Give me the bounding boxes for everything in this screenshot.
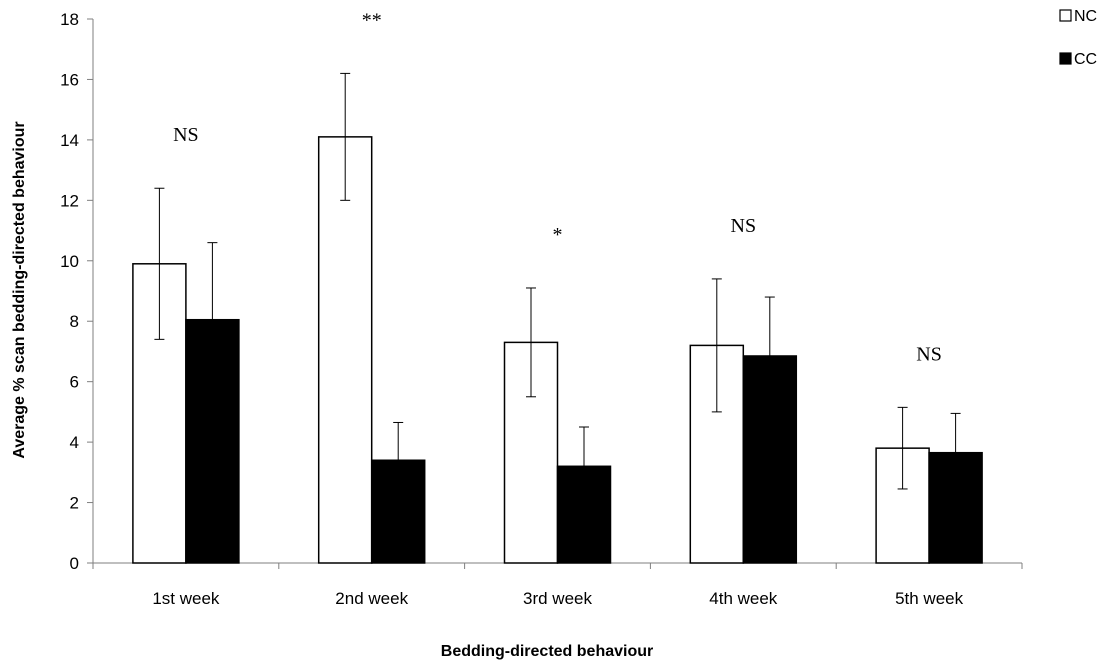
y-tick-label: 8 [70,312,79,331]
error-bars [154,72,961,507]
x-tick-label: 3rd week [523,589,592,608]
y-tick-label: 0 [70,554,79,573]
y-tick-label: 12 [60,191,79,210]
y-tick-label: 4 [70,433,79,452]
y-axis: 0 2 4 6 8 10 12 14 16 18 [60,10,94,573]
bars [132,136,983,564]
legend-label-nc: NC [1074,8,1097,25]
significance-label: NS [173,124,199,146]
x-tick-label: 5th week [895,589,964,608]
y-axis-title: Average % scan bedding-directed behaviou… [11,121,28,458]
legend-swatch-cc [1059,52,1072,65]
legend: NC CC [1059,8,1097,68]
x-tick-label: 1st week [152,589,220,608]
legend-swatch-nc [1059,9,1072,22]
x-axis-title: Bedding-directed behaviour [441,643,653,660]
x-tick-label: 4th week [709,589,778,608]
legend-label-cc: CC [1074,51,1097,68]
significance-label: ** [362,9,382,31]
y-tick-label: 16 [60,70,79,89]
y-tick-label: 10 [60,252,79,271]
x-tick-label: 2nd week [335,589,408,608]
x-axis: 1st week 2nd week 3rd week 4th week 5th week [92,562,1023,608]
y-tick-label: 2 [70,494,79,513]
y-tick-label: 14 [60,131,79,150]
significance-label: NS [731,215,757,237]
significance-label: * [553,224,563,246]
y-tick-label: 6 [70,373,79,392]
significance-label: NS [916,343,942,365]
y-tick-label: 18 [60,10,79,29]
